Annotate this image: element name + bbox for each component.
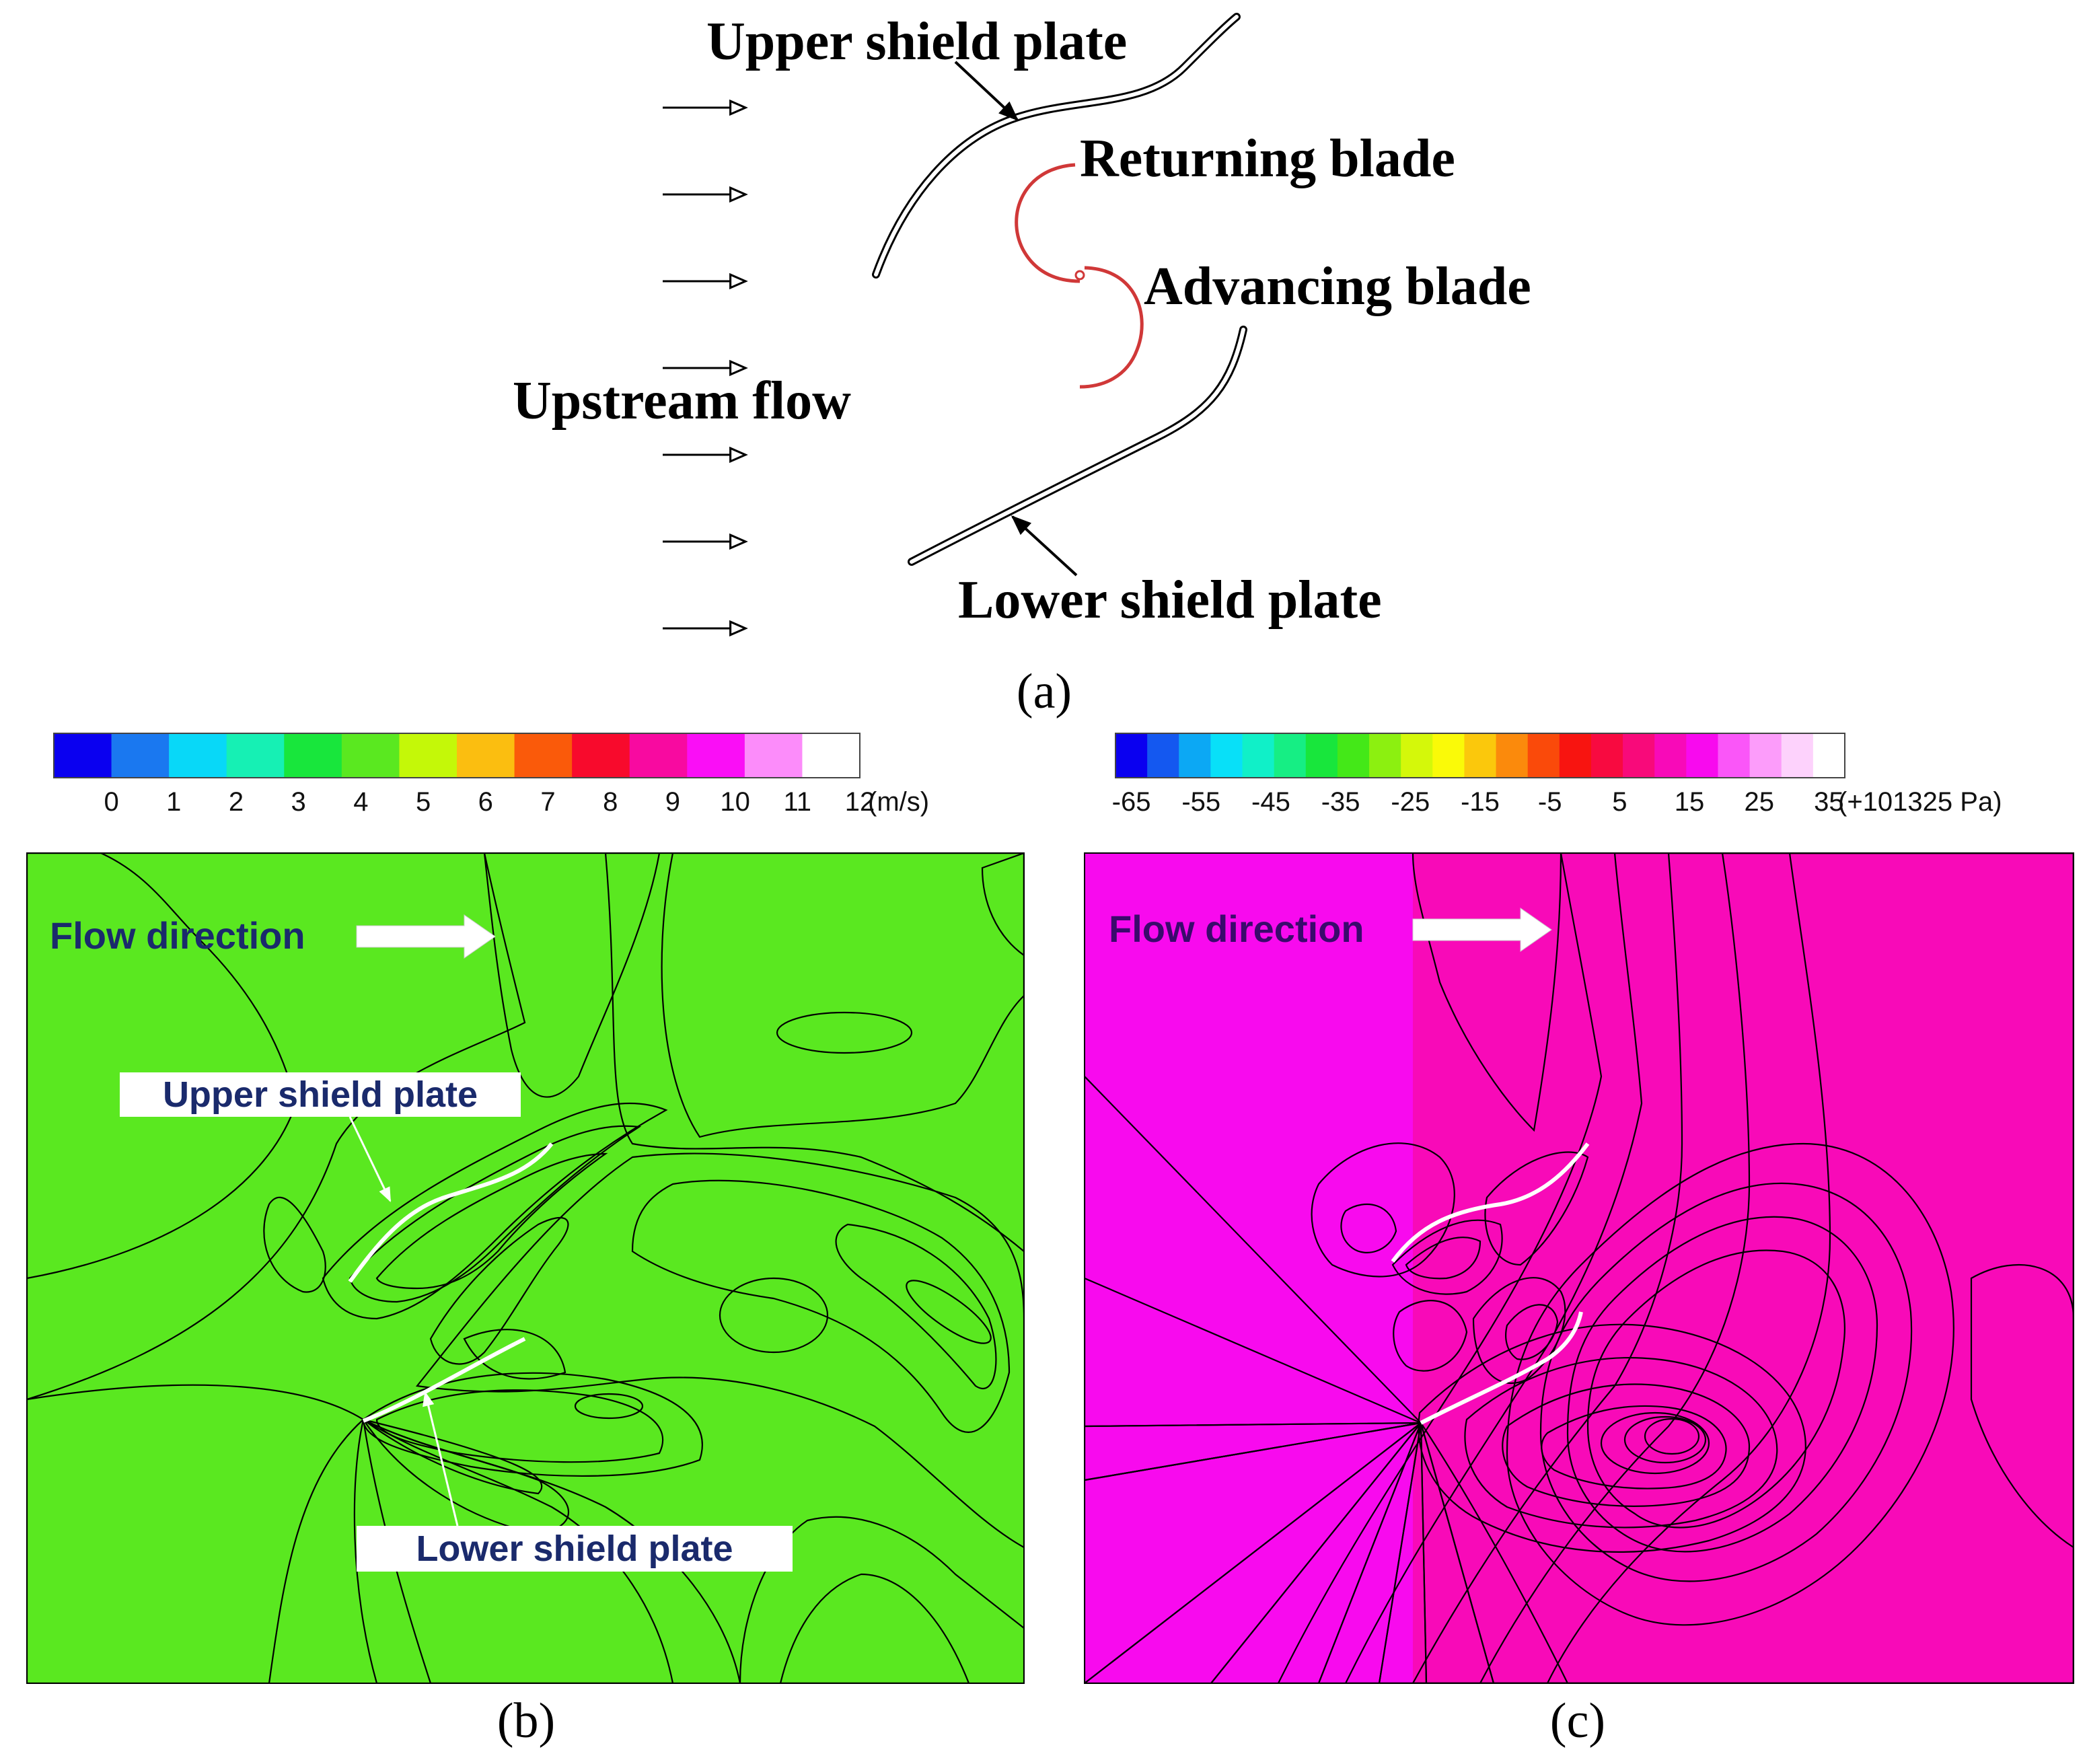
colorbar-swatch	[1623, 733, 1655, 778]
colorbar-swatch	[457, 733, 515, 778]
colorbar-tick-label: 7	[540, 787, 555, 817]
colorbar-swatch	[1813, 733, 1845, 778]
colorbar-tick-label: 8	[603, 787, 618, 817]
colorbar-tick-label: -55	[1181, 787, 1220, 817]
colorbar-swatch	[399, 733, 457, 778]
colorbar-tick-label: 12	[845, 787, 875, 817]
colorbar-swatch	[1179, 733, 1211, 778]
pressure-flow-label: Flow direction	[1109, 908, 1364, 950]
colorbar-swatch	[111, 733, 170, 778]
colorbar-swatch	[1496, 733, 1529, 778]
lower-plate-label: Lower shield plate	[958, 571, 1382, 630]
velocity-colorbar: 0 1 2 3 4 5 6 7 8 9 10 11 12 (m/s)	[53, 733, 929, 817]
colorbar-swatch	[284, 733, 342, 778]
colorbar-swatch	[1401, 733, 1433, 778]
colorbar-swatch	[1559, 733, 1592, 778]
colorbar-tick-label: 4	[353, 787, 368, 817]
colorbar-tick-label: 11	[784, 787, 812, 817]
colorbar-swatch	[802, 733, 861, 778]
colorbar-swatch	[1210, 733, 1243, 778]
advancing-blade	[1079, 266, 1144, 389]
colorbar-swatch	[1527, 733, 1560, 778]
colorbar-tick-label: -65	[1112, 787, 1151, 817]
velocity-lower-plate-box	[357, 1526, 793, 1572]
colorbar-swatch	[54, 733, 112, 778]
colorbar-tick-label: 25	[1744, 787, 1774, 817]
velocity-lower-plate-label: Lower shield plate	[416, 1529, 733, 1569]
velocity-unit: (m/s)	[868, 787, 929, 817]
pressure-colorbar: -65 -55 -45 -35 -25 -15 -5 5 15 25 35 (+101325 Pa)	[1112, 733, 2002, 817]
upper-plate-pointer	[954, 61, 1019, 122]
caption-c: (c)	[1550, 1693, 1605, 1749]
colorbar-tick-label: 2	[229, 787, 244, 817]
colorbar-tick-label: 5	[1612, 787, 1627, 817]
colorbar-swatch	[1369, 733, 1401, 778]
colorbar-tick-label: -35	[1321, 787, 1360, 817]
colorbar-tick-label: -25	[1391, 787, 1430, 817]
colorbar-swatch	[1432, 733, 1465, 778]
colorbar-tick-label: 5	[416, 787, 431, 817]
colorbar-tick-label: 35	[1814, 787, 1844, 817]
schematic-panel: Upper shield plate Returning blade Advan…	[513, 12, 1531, 719]
velocity-flow-arrow	[356, 914, 496, 959]
lower-shield-plate	[908, 326, 1247, 566]
colorbar-swatch	[1749, 733, 1782, 778]
colorbar-swatch	[1115, 733, 1148, 778]
caption-b: (b)	[497, 1693, 555, 1749]
caption-a: (a)	[1017, 664, 1072, 719]
velocity-upper-plate-box	[120, 1072, 521, 1117]
pressure-unit: (+101325 Pa)	[1838, 787, 2002, 817]
rotor-shaft	[1074, 270, 1085, 281]
colorbar-swatch	[169, 733, 227, 778]
colorbar-swatch	[1781, 733, 1814, 778]
upstream-flow-arrows	[663, 99, 748, 637]
colorbar-swatch	[1337, 733, 1370, 778]
colorbar-tick-label: 9	[665, 787, 680, 817]
colorbar-swatch	[1718, 733, 1751, 778]
colorbar-swatch	[1686, 733, 1718, 778]
lower-plate-pointer	[1011, 515, 1078, 577]
colorbar-swatch	[572, 733, 630, 778]
colorbar-tick-label: 10	[720, 787, 750, 817]
colorbar-tick-label: -15	[1461, 787, 1500, 817]
colorbar-swatch	[687, 733, 745, 778]
colorbar-swatch	[514, 733, 573, 778]
colorbar-swatch	[1464, 733, 1497, 778]
colorbar-swatch	[1590, 733, 1623, 778]
pressure-contour-panel: Flow direction	[1085, 853, 2074, 1683]
colorbar-swatch	[341, 733, 400, 778]
colorbar-tick-label: 3	[291, 787, 306, 817]
colorbar-swatch	[629, 733, 688, 778]
colorbar-swatch	[1242, 733, 1275, 778]
colorbar-swatch	[744, 733, 803, 778]
advancing-blade-label: Advancing blade	[1144, 257, 1531, 316]
colorbar-tick-label: 15	[1675, 787, 1705, 817]
velocity-upper-plate-label: Upper shield plate	[163, 1074, 478, 1115]
colorbar-tick-label: 6	[478, 787, 493, 817]
colorbar-tick-label: -5	[1538, 787, 1562, 817]
colorbar-tick-label: -45	[1251, 787, 1290, 817]
colorbar-swatch	[1147, 733, 1179, 778]
colorbar-tick-label: 1	[166, 787, 181, 817]
colorbar-tick-label: 0	[104, 787, 118, 817]
colorbar-swatch	[1654, 733, 1687, 778]
returning-blade-label: Returning blade	[1080, 129, 1455, 188]
returning-blade	[1015, 163, 1081, 283]
upstream-flow-label: Upstream flow	[513, 371, 851, 431]
upper-plate-label: Upper shield plate	[706, 12, 1127, 71]
colorbar-swatch	[226, 733, 285, 778]
colorbar-swatch	[1305, 733, 1338, 778]
colorbar-swatch	[1274, 733, 1307, 778]
velocity-contour-panel: Flow direction Upper shield plate Lower …	[27, 853, 1024, 1683]
pressure-flow-arrow	[1412, 908, 1552, 952]
velocity-flow-label: Flow direction	[50, 914, 305, 957]
